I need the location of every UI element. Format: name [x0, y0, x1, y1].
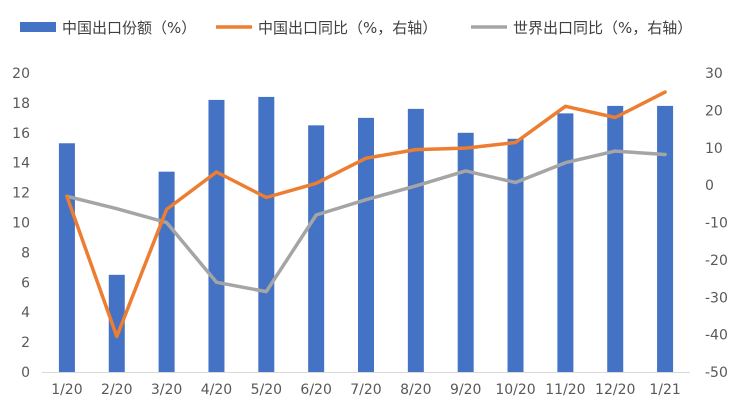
x-tick-label: 3/20: [151, 382, 182, 398]
bar: [108, 274, 125, 372]
y-right-tick-label: -30: [705, 290, 728, 306]
y-left-tick-label: 6: [21, 275, 30, 291]
y-left-tick-label: 14: [12, 156, 30, 172]
bar: [308, 125, 325, 372]
x-tick-label: 12/20: [595, 382, 635, 398]
legend-label: 世界出口同比（%，右轴）: [513, 19, 692, 37]
y-right-tick-label: 0: [705, 178, 714, 194]
y-right-tick-label: 30: [705, 66, 723, 82]
y-left-tick-label: 4: [21, 305, 30, 321]
x-tick-label: 11/20: [545, 382, 585, 398]
legend: 中国出口份额（%） 中国出口同比（%，右轴） 世界出口同比（%，右轴）: [20, 19, 692, 37]
y-left-tick-label: 0: [21, 365, 30, 381]
x-tick-label: 1/21: [649, 382, 680, 398]
bar: [557, 113, 574, 373]
x-tick-label: 9/20: [450, 382, 481, 398]
bar: [607, 105, 624, 372]
legend-world-yoy: 世界出口同比（%，右轴）: [471, 19, 692, 37]
y-right-tick-label: -40: [705, 328, 728, 344]
bar: [258, 96, 275, 373]
bar: [457, 132, 474, 372]
x-tick-label: 10/20: [495, 382, 535, 398]
bar: [507, 138, 524, 372]
legend-china-yoy: 中国出口同比（%，右轴）: [216, 19, 437, 37]
y-right-tick-label: 20: [705, 103, 723, 119]
bar: [58, 143, 75, 372]
bar: [208, 99, 225, 372]
bar-series: [58, 96, 674, 373]
bar: [657, 105, 674, 372]
y-left-tick-label: 20: [12, 66, 30, 82]
x-tick-label: 5/20: [251, 382, 282, 398]
x-tick-label: 6/20: [300, 382, 331, 398]
legend-label: 中国出口份额（%）: [62, 19, 196, 37]
y-left-tick-label: 2: [21, 335, 30, 351]
y-left-tick-label: 10: [12, 216, 30, 232]
x-tick-label: 8/20: [400, 382, 431, 398]
y-left-tick-label: 8: [21, 245, 30, 261]
line-series: [65, 90, 667, 339]
y-left-tick-label: 18: [12, 96, 30, 112]
y-right-tick-label: 10: [705, 141, 723, 157]
y-right-tick-label: -50: [705, 365, 728, 381]
bar: [358, 117, 374, 372]
bar: [158, 171, 175, 372]
legend-label: 中国出口同比（%，右轴）: [258, 19, 437, 37]
x-tick-label: 4/20: [201, 382, 232, 398]
y-left-tick-label: 16: [12, 126, 30, 142]
y-right-tick-label: -10: [705, 216, 728, 232]
y-left-tick-label: 12: [12, 186, 30, 202]
y-right-tick-label: -20: [705, 253, 728, 269]
legend-china-share: 中国出口份额（%）: [20, 19, 196, 37]
bar: [407, 108, 424, 372]
world-export-yoy-line: [65, 149, 667, 294]
x-tick-label: 1/20: [51, 382, 82, 398]
x-tick-label: 7/20: [350, 382, 381, 398]
china-export-yoy-line: [65, 90, 667, 339]
axes: 0 2 4 6 8 10 12 14 16 18 20 -50 -40 -30 -20 -10 0 10 20 30 1…: [12, 66, 728, 398]
x-tick-label: 2/20: [101, 382, 132, 398]
legend-swatch: [20, 22, 56, 32]
